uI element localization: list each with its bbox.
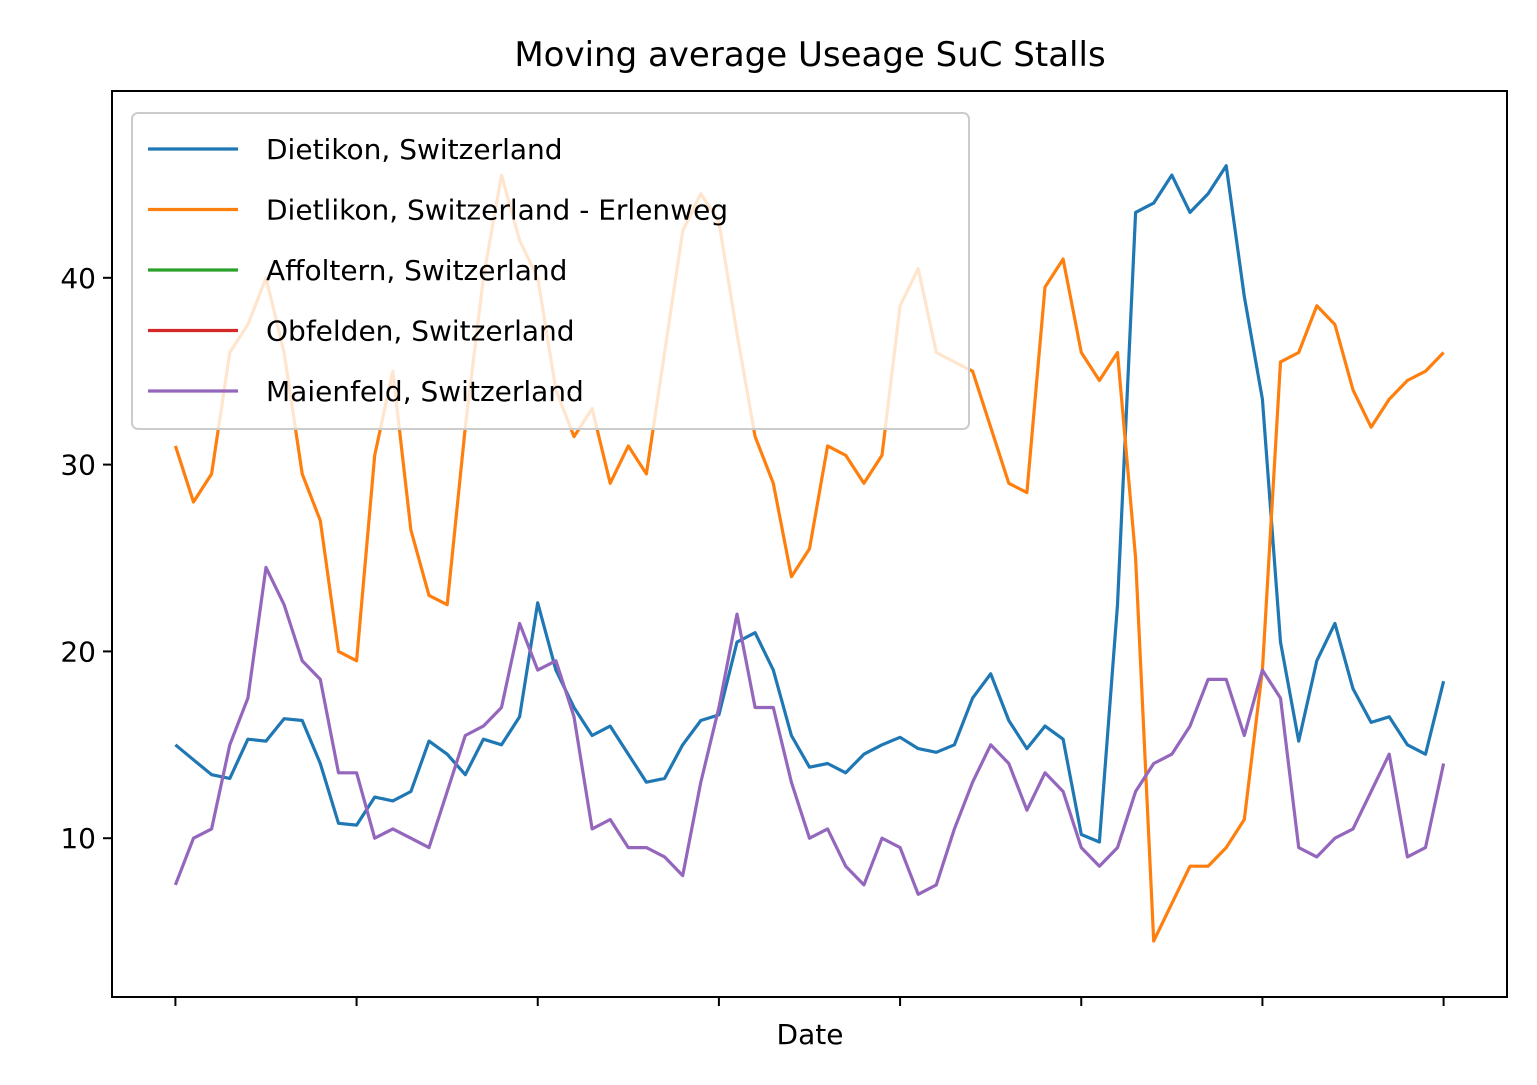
legend-box: [131, 112, 970, 430]
legend-entry-label: Dietlikon, Switzerland - Erlenweg: [266, 194, 728, 227]
y-tick-label: 30: [60, 449, 96, 482]
series-line-0: [174, 164, 1446, 844]
legend-entry-label: Maienfeld, Switzerland: [266, 375, 584, 408]
y-tick-label: 20: [60, 635, 96, 668]
legend-entry-label: Dietikon, Switzerland: [266, 133, 563, 166]
y-tick-label: 40: [60, 262, 96, 295]
x-axis-label: Date: [777, 1018, 844, 1051]
chart-title: Moving average Useage SuC Stalls: [514, 35, 1105, 75]
x-axis: [174, 997, 1445, 1006]
plot-area: [111, 90, 1508, 998]
legend: Dietikon, Switzerland Dietlikon, Switzerl…: [131, 112, 970, 430]
y-tick-label: 10: [60, 822, 96, 855]
legend-entry-label: Affoltern, Switzerland: [266, 254, 567, 287]
y-axis: 10 20 30 40: [60, 262, 112, 855]
legend-entry-label: Obfelden, Switzerland: [266, 315, 575, 348]
series-line-4: [173, 565, 1446, 896]
